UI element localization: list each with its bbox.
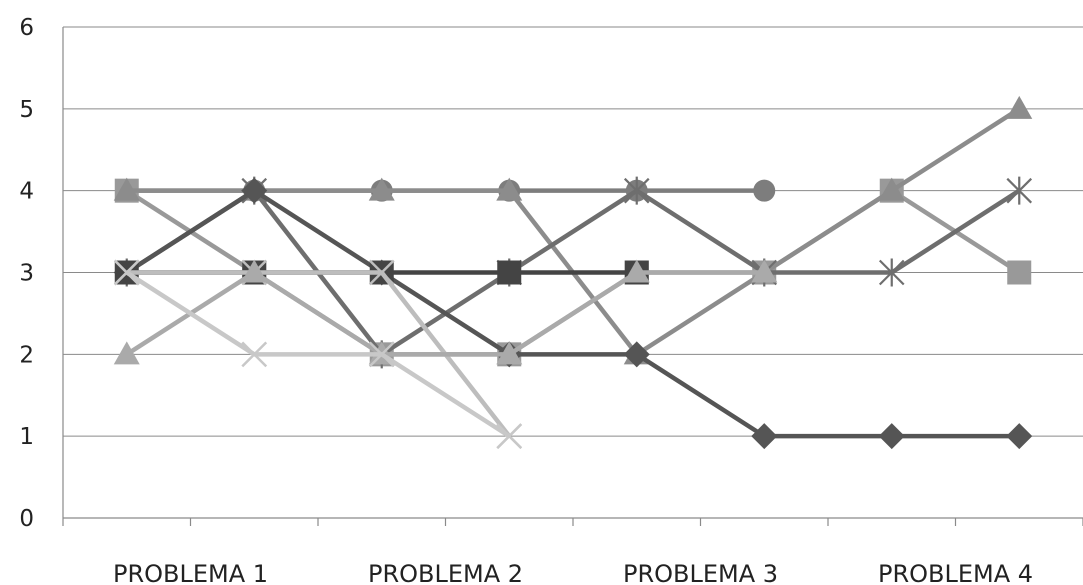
data-point-diamond xyxy=(1006,423,1033,450)
x-category-label: PROBLEMA 2 xyxy=(368,560,523,585)
series-group xyxy=(113,95,1033,450)
data-point-circle xyxy=(753,179,776,202)
data-point-triangle xyxy=(241,259,268,283)
data-point-triangle xyxy=(113,341,140,365)
data-point-triangle xyxy=(1006,95,1033,119)
series-line xyxy=(125,270,511,439)
x-category-label: PROBLEMA 1 xyxy=(113,560,268,585)
data-point-diamond xyxy=(623,341,650,368)
y-tick-label: 4 xyxy=(19,179,34,205)
y-tick-labels: 0 1 2 3 4 5 6 xyxy=(19,15,34,532)
data-point-diamond xyxy=(878,423,905,450)
data-point-triangle xyxy=(751,259,778,283)
data-point-triangle xyxy=(113,177,140,201)
y-tick-label: 1 xyxy=(19,424,34,450)
data-point-star xyxy=(1006,176,1033,205)
x-category-label: PROBLEMA 3 xyxy=(623,560,778,585)
data-point-x xyxy=(368,341,395,368)
data-point-x xyxy=(368,259,395,286)
data-point-triangle xyxy=(496,177,523,201)
data-point-triangle xyxy=(878,177,905,201)
y-tick-label: 5 xyxy=(19,97,34,123)
data-point-triangle xyxy=(368,177,395,201)
data-point-square xyxy=(497,260,522,285)
data-point-star xyxy=(623,176,650,205)
series-line xyxy=(125,188,1020,439)
y-tick-label: 6 xyxy=(19,15,34,41)
x-category-label: PROBLEMA 4 xyxy=(878,560,1033,585)
data-point-star xyxy=(878,258,905,287)
data-point-diamond xyxy=(241,177,268,204)
data-point-x xyxy=(496,423,523,450)
series-line xyxy=(125,188,1021,357)
series-line xyxy=(125,270,765,357)
x-category-labels: PROBLEMA 1 PROBLEMA 2 PROBLEMA 3 PROBLEMA 4 xyxy=(113,560,1033,585)
data-point-x xyxy=(241,341,268,368)
data-point-triangle xyxy=(496,341,523,365)
y-tick-label: 0 xyxy=(19,506,34,532)
data-point-diamond xyxy=(751,423,778,450)
data-point-square xyxy=(1007,260,1032,285)
series xyxy=(113,259,523,450)
data-point-triangle xyxy=(623,259,650,283)
y-tick-label: 3 xyxy=(19,261,34,287)
axes xyxy=(62,27,1083,526)
y-tick-label: 2 xyxy=(19,342,34,368)
data-point-x xyxy=(113,259,140,286)
